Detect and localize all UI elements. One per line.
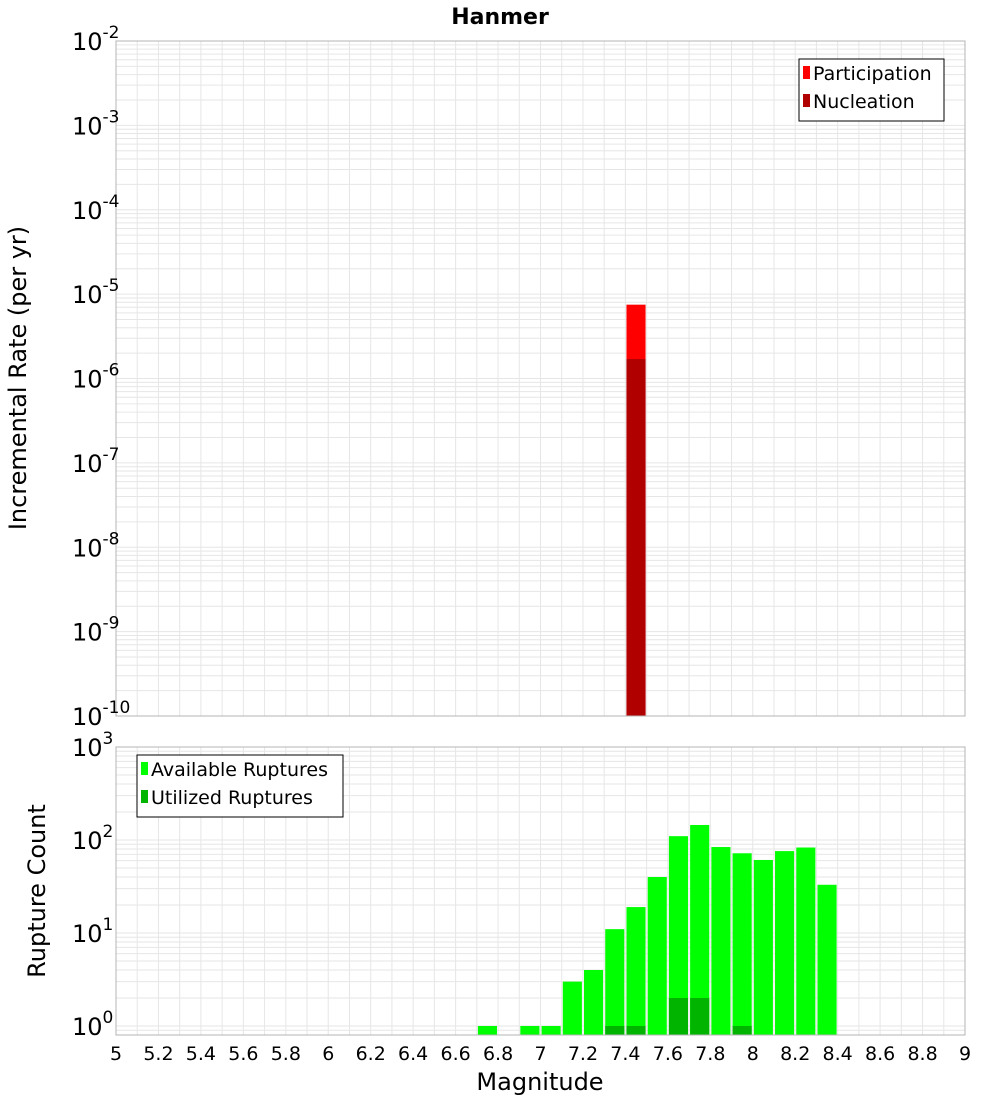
rate-y-tick-label: 10-8 [72, 529, 120, 562]
x-tick-label: 6.8 [483, 1043, 513, 1065]
x-tick-label: 5.8 [271, 1043, 301, 1065]
rate-y-tick-label: 10-6 [72, 361, 120, 394]
rate-gridlines [115, 41, 966, 717]
count-bar-available [690, 824, 710, 1035]
x-tick-label: 8 [747, 1043, 759, 1065]
rate-panel: 10-2 10-3 10-4 10-5 10-6 10-7 10-8 10-9 10-10 In… [4, 23, 966, 731]
count-bar-available [753, 859, 773, 1035]
count-bar-utilized [605, 1025, 625, 1035]
count-bar-available [562, 981, 582, 1035]
count-bar-available [668, 836, 689, 1035]
count-bars [477, 824, 837, 1035]
count-y-tick-label: 103 [72, 729, 113, 762]
count-bar-available [626, 907, 646, 1035]
count-bar-utilized [732, 1025, 752, 1035]
rate-bar-nucleation [626, 359, 646, 716]
rate-y-axis-label: Incremental Rate (per yr) [4, 226, 32, 530]
count-bar-available [647, 877, 667, 1035]
rate-y-tick-label: 10-5 [72, 276, 120, 309]
count-bar-utilized [690, 997, 710, 1035]
count-bar-available [584, 969, 604, 1035]
rate-legend: Participation Nucleation [798, 58, 945, 122]
count-bar-available [732, 853, 752, 1035]
count-y-tick-labels: 103 102 101 100 [72, 729, 113, 1041]
x-tick-label: 8.4 [823, 1043, 853, 1065]
rate-y-tick-label: 10-9 [72, 614, 120, 647]
rate-legend-label: Participation [813, 63, 932, 85]
rate-plot-frame [115, 40, 966, 717]
rate-legend-swatch [803, 94, 810, 107]
count-bar-available [796, 847, 816, 1035]
count-plot-frame [115, 746, 966, 1036]
count-legend-swatch [141, 762, 148, 775]
count-bar-available [775, 851, 795, 1035]
count-y-tick-label: 102 [72, 822, 113, 855]
x-tick-label: 7.8 [695, 1043, 725, 1065]
x-tick-label: 5.6 [228, 1043, 258, 1065]
rate-bars [626, 304, 646, 716]
x-tick-label: 6.6 [440, 1043, 470, 1065]
x-axis-label: Magnitude [476, 1068, 603, 1096]
rate-y-tick-label: 10-3 [72, 107, 120, 140]
x-tick-label: 7 [534, 1043, 546, 1065]
count-panel: 103 102 101 100 Rupture Count Available Rup… [23, 729, 966, 1041]
count-legend-box [136, 754, 344, 818]
count-bar-available [477, 1025, 497, 1035]
count-bar-available [605, 929, 625, 1035]
x-tick-label: 5.4 [186, 1043, 216, 1065]
x-tick-label: 8.8 [907, 1043, 937, 1065]
count-legend-label: Available Ruptures [151, 759, 328, 781]
rate-y-tick-label: 10-10 [72, 698, 130, 731]
x-tick-label: 5.2 [143, 1043, 173, 1065]
rate-y-tick-label: 10-2 [72, 23, 120, 56]
x-tick-labels: 5 5.2 5.4 5.6 5.8 6 6.2 6.4 6.6 6.8 7 7.2 7.4 7.6 7.8 8… [110, 1043, 971, 1065]
rate-legend-label: Nucleation [813, 91, 915, 113]
count-legend-label: Utilized Ruptures [151, 787, 313, 809]
count-bar-available [541, 1025, 561, 1035]
x-tick-label: 7.6 [653, 1043, 683, 1065]
count-y-axis-label: Rupture Count [23, 804, 51, 978]
count-bar-utilized [626, 1025, 646, 1035]
rate-y-tick-labels: 10-2 10-3 10-4 10-5 10-6 10-7 10-8 10-9 10-10 [72, 23, 130, 731]
x-tick-label: 9 [959, 1043, 971, 1065]
x-tick-label: 8.2 [780, 1043, 810, 1065]
rate-legend-box [798, 58, 945, 122]
rate-legend-swatch [803, 66, 810, 79]
x-tick-label: 5 [110, 1043, 122, 1065]
rate-y-tick-label: 10-4 [72, 192, 120, 225]
x-tick-label: 6 [322, 1043, 334, 1065]
count-bar-available [711, 847, 731, 1035]
count-legend-swatch [141, 790, 148, 803]
count-legend: Available Ruptures Utilized Ruptures [136, 754, 344, 818]
x-tick-label: 7.2 [568, 1043, 598, 1065]
x-tick-label: 6.4 [398, 1043, 428, 1065]
count-bar-utilized [668, 997, 689, 1035]
x-tick-label: 6.2 [356, 1043, 386, 1065]
count-y-tick-label: 100 [72, 1008, 113, 1041]
count-y-tick-label: 101 [72, 915, 113, 948]
count-bar-available [520, 1025, 540, 1035]
x-tick-label: 7.4 [610, 1043, 640, 1065]
count-bar-available [817, 884, 837, 1035]
x-tick-label: 8.6 [865, 1043, 895, 1065]
chart-title: Hanmer [451, 5, 549, 30]
rate-y-tick-label: 10-7 [72, 445, 120, 478]
